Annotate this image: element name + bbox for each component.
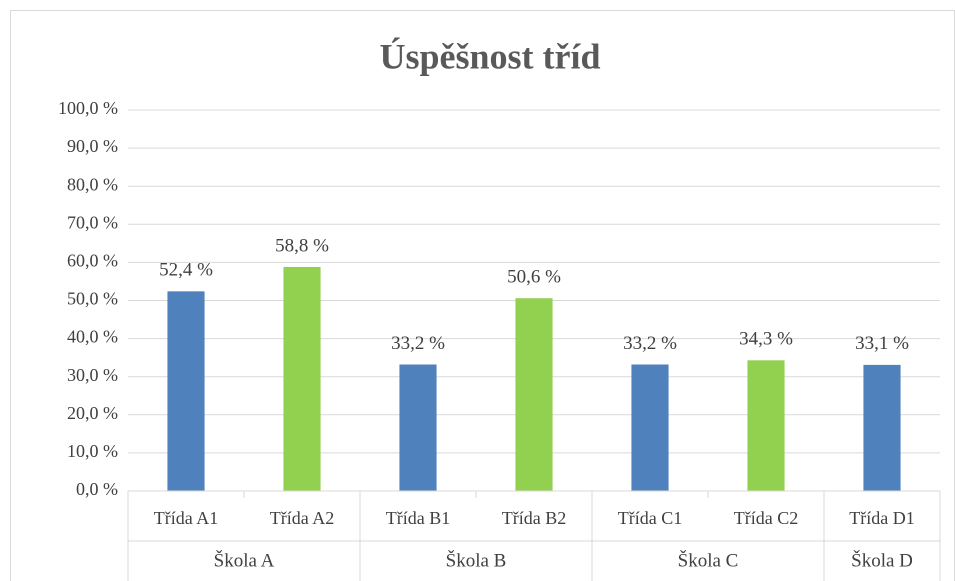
- y-tick-label: 100,0 %: [58, 98, 118, 118]
- chart-frame: [10, 10, 955, 581]
- x-tick-label: Třída C2: [734, 508, 799, 528]
- value-label: 58,8 %: [275, 235, 329, 256]
- y-tick-label: 70,0 %: [67, 212, 118, 232]
- y-tick-label: 0,0 %: [76, 479, 118, 499]
- y-tick-label: 60,0 %: [67, 251, 118, 271]
- bar: [631, 364, 669, 491]
- group-label: Škola C: [678, 549, 739, 571]
- bar: [515, 298, 553, 491]
- y-tick-label: 20,0 %: [67, 403, 118, 423]
- x-tick-label: Třída B1: [386, 508, 451, 528]
- y-tick-label: 40,0 %: [67, 327, 118, 347]
- y-tick-label: 10,0 %: [67, 441, 118, 461]
- group-label: Škola A: [214, 549, 275, 571]
- value-label: 52,4 %: [159, 260, 213, 281]
- value-label: 33,2 %: [391, 333, 445, 354]
- y-tick-label: 80,0 %: [67, 174, 118, 194]
- x-tick-label: Třída A1: [154, 508, 219, 528]
- value-label: 50,6 %: [507, 267, 561, 288]
- value-label: 33,2 %: [623, 333, 677, 354]
- bar: [283, 266, 321, 491]
- value-label: 34,3 %: [739, 329, 793, 350]
- bar: [747, 360, 785, 491]
- bar: [863, 364, 901, 491]
- x-tick-label: Třída C1: [618, 508, 683, 528]
- chart-title: Úspěšnost tříd: [379, 36, 600, 76]
- bar: [399, 364, 437, 491]
- y-tick-label: 50,0 %: [67, 289, 118, 309]
- group-label: Škola D: [851, 549, 913, 571]
- group-label: Škola B: [446, 549, 507, 571]
- x-tick-label: Třída D1: [849, 508, 914, 528]
- y-tick-label: 30,0 %: [67, 365, 118, 385]
- bar: [167, 291, 205, 491]
- x-tick-label: Třída A2: [270, 508, 335, 528]
- y-tick-label: 90,0 %: [67, 136, 118, 156]
- x-tick-label: Třída B2: [502, 508, 567, 528]
- value-label: 33,1 %: [855, 333, 909, 354]
